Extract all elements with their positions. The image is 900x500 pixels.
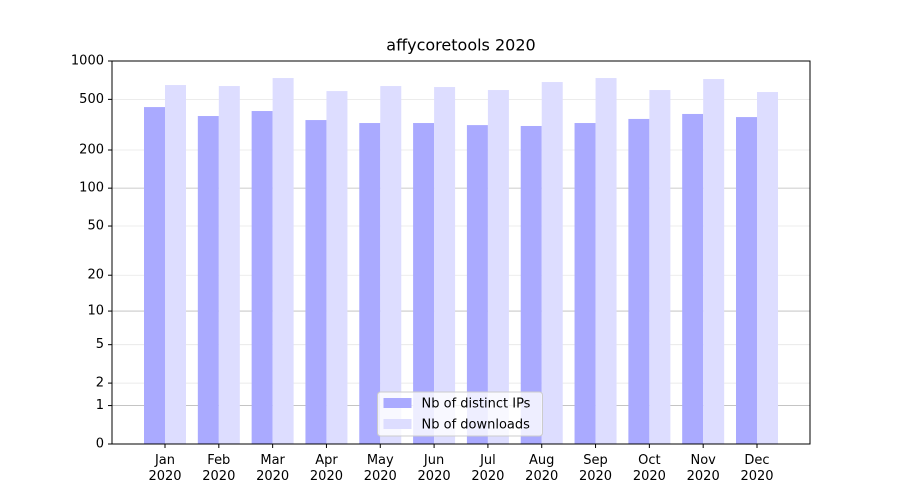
x-tick-label: Apr 2020 bbox=[309, 453, 343, 484]
bar bbox=[197, 116, 219, 445]
bar bbox=[434, 87, 456, 444]
legend-swatch bbox=[383, 419, 412, 429]
x-tick-label: May 2020 bbox=[363, 453, 397, 484]
bar bbox=[272, 78, 294, 444]
bar bbox=[682, 113, 704, 445]
bar bbox=[757, 92, 778, 444]
y-tick-label: 0 bbox=[96, 437, 104, 452]
y-tick-label: 10 bbox=[87, 304, 104, 319]
y-tick-label: 20 bbox=[87, 268, 104, 283]
y-tick-label: 2 bbox=[96, 376, 104, 391]
bar bbox=[703, 79, 725, 445]
x-tick-label: Sep 2020 bbox=[578, 453, 613, 484]
bar bbox=[736, 117, 757, 445]
legend-label: Nb of distinct IPs bbox=[422, 397, 531, 412]
bar bbox=[466, 125, 488, 445]
x-tick-label: Jun 2020 bbox=[417, 453, 451, 484]
bar bbox=[487, 90, 509, 444]
bar bbox=[649, 90, 671, 444]
y-tick-label: 5 bbox=[96, 337, 104, 352]
bar bbox=[413, 123, 435, 444]
bar bbox=[251, 111, 273, 444]
bar bbox=[574, 123, 596, 444]
y-tick-label: 50 bbox=[87, 219, 104, 234]
y-tick-label: 100 bbox=[79, 181, 104, 196]
bar bbox=[326, 91, 348, 445]
x-tick-label: Feb 2020 bbox=[202, 453, 236, 484]
x-tick-label: Nov 2020 bbox=[686, 453, 720, 484]
x-tick-label: Jul 2020 bbox=[471, 453, 505, 484]
bar bbox=[628, 118, 650, 445]
legend-box bbox=[377, 391, 543, 437]
bar bbox=[305, 120, 327, 444]
legend: Nb of distinct IPs Nb of downloads bbox=[377, 391, 543, 437]
bar bbox=[541, 82, 563, 445]
y-tick-label: 1 bbox=[96, 398, 104, 413]
y-tick-label: 1000 bbox=[71, 54, 104, 69]
bar bbox=[520, 125, 542, 444]
x-tick-label: Mar 2020 bbox=[256, 453, 290, 484]
x-tick-label: Aug 2020 bbox=[525, 453, 559, 484]
y-tick-label: 500 bbox=[79, 92, 104, 107]
legend-swatch bbox=[383, 398, 412, 408]
legend-label: Nb of downloads bbox=[422, 418, 531, 433]
plot-frame bbox=[111, 60, 811, 445]
bar bbox=[144, 107, 165, 444]
bar bbox=[218, 86, 240, 445]
x-tick-label: Dec 2020 bbox=[740, 453, 774, 484]
bar bbox=[595, 78, 617, 444]
bar bbox=[165, 85, 186, 444]
x-tick-label: Jan 2020 bbox=[148, 453, 182, 484]
bar bbox=[380, 86, 402, 445]
x-tick-label: Oct 2020 bbox=[632, 453, 666, 484]
bar bbox=[359, 123, 381, 444]
y-tick-label: 200 bbox=[79, 143, 104, 158]
chart-title: affycoretools 2020 bbox=[386, 36, 535, 55]
